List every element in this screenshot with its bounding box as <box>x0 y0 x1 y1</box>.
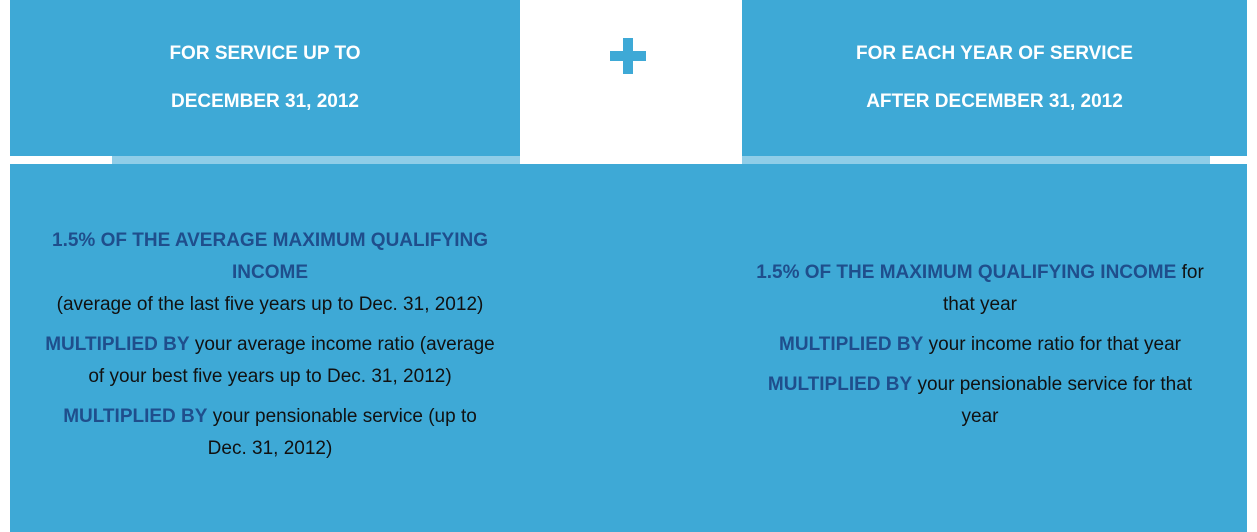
header-line: FOR SERVICE UP TO <box>169 43 361 64</box>
header-box: FOR EACH YEAR OF SERVICE AFTER DECEMBER … <box>742 0 1247 156</box>
header-line: AFTER DECEMBER 31, 2012 <box>866 91 1123 112</box>
paragraph: MULTIPLIED BY your average income ratio (… <box>45 329 495 393</box>
text: your pensionable service for that year <box>917 374 1193 427</box>
text: your income ratio for that year <box>928 334 1181 355</box>
paragraph: MULTIPLIED BY your pensionable service (u… <box>45 401 495 465</box>
emphasis: 1.5% OF THE MAXIMUM QUALIFYING INCOME <box>756 262 1177 283</box>
text: your pensionable service (up to Dec. 31,… <box>207 406 477 459</box>
emphasis: 1.5% OF THE AVERAGE MAXIMUM QUALIFYING I… <box>52 230 488 283</box>
column: 1.5% OF THE MAXIMUM QUALIFYING INCOME for… <box>755 174 1205 524</box>
header-line: DECEMBER 31, 2012 <box>171 91 359 112</box>
text: (average of the last five years up to De… <box>56 294 484 315</box>
emphasis: MULTIPLIED BY <box>767 374 913 395</box>
paragraph: MULTIPLIED BY your income ratio for that … <box>755 329 1205 361</box>
header-box: FOR SERVICE UP TO DECEMBER 31, 2012 <box>10 0 520 156</box>
column: 1.5% OF THE AVERAGE MAXIMUM QUALIFYING I… <box>45 174 495 524</box>
emphasis: MULTIPLIED BY <box>45 334 190 355</box>
header-line: FOR EACH YEAR OF SERVICE <box>856 43 1133 64</box>
header-strip <box>742 156 1210 164</box>
plus-icon <box>610 38 646 74</box>
paragraph: 1.5% OF THE AVERAGE MAXIMUM QUALIFYING I… <box>45 225 495 321</box>
header-strip <box>112 156 520 164</box>
formula-panel: 1.5% OF THE AVERAGE MAXIMUM QUALIFYING I… <box>10 164 1247 532</box>
paragraph: 1.5% OF THE MAXIMUM QUALIFYING INCOME for… <box>755 257 1205 321</box>
emphasis: MULTIPLIED BY <box>779 334 924 355</box>
text: your average income ratio (average of yo… <box>88 334 495 387</box>
text: for that year <box>943 262 1204 315</box>
emphasis: MULTIPLIED BY <box>63 406 208 427</box>
paragraph: MULTIPLIED BY your pensionable service fo… <box>755 369 1205 433</box>
